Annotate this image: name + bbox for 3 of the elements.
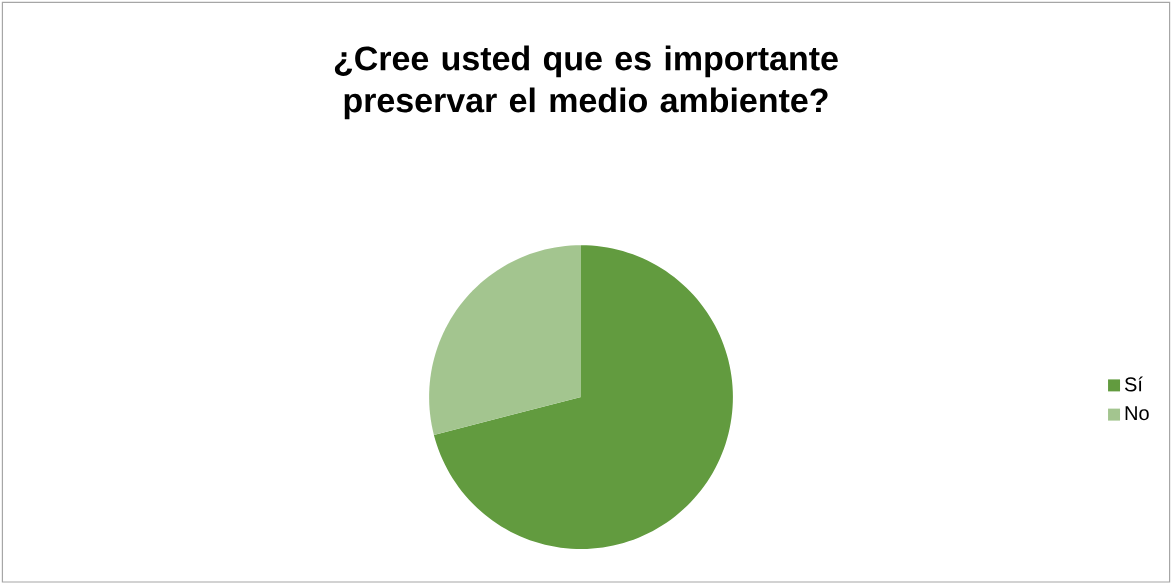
chart-title: ¿Cree usted que es importante preservar el medio ambiente? bbox=[334, 45, 838, 119]
legend-label: No bbox=[1125, 406, 1149, 420]
legend-label: Sí bbox=[1124, 376, 1143, 392]
